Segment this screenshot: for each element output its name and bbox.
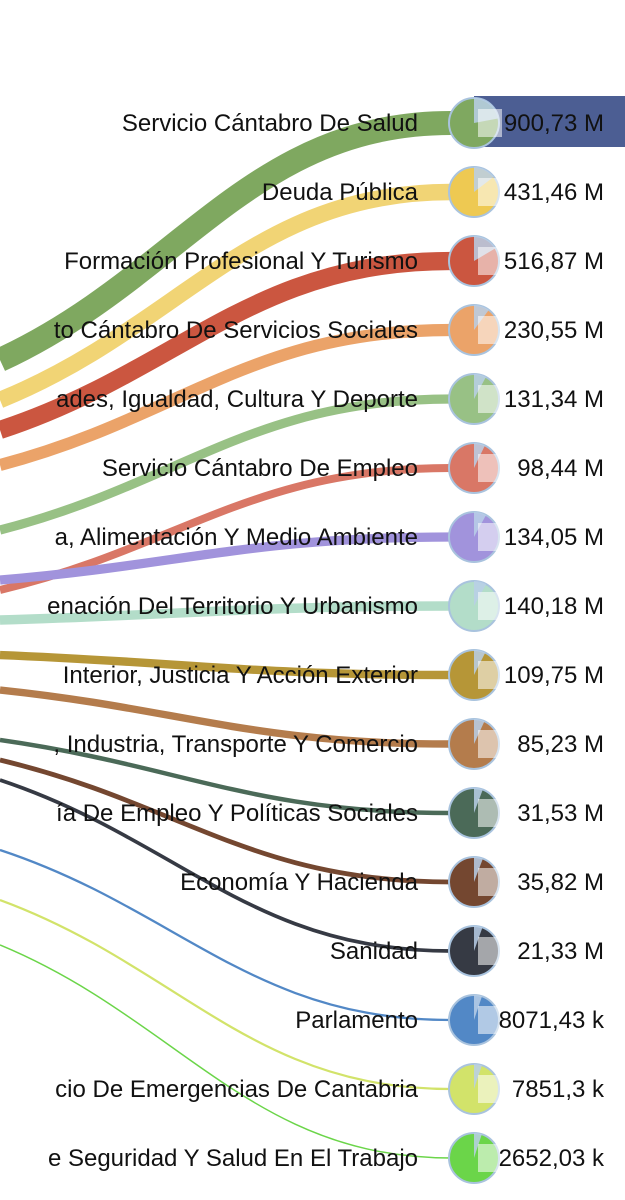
node-7[interactable]: 134,05 M a, Alimentación Y Medio Ambiente <box>55 511 604 563</box>
value-label-backing <box>478 385 502 413</box>
link-13 <box>0 778 452 953</box>
value-label-backing <box>478 592 502 620</box>
node-12[interactable]: 35,82 M Economía Y Hacienda <box>180 856 604 908</box>
node-label: Formación Profesional Y Turismo <box>64 248 418 275</box>
node-pie-slice <box>474 1133 482 1158</box>
node-label: cio De Emergencias De Cantabria <box>55 1076 418 1103</box>
node-label: Deuda Pública <box>262 179 419 206</box>
node-value: 21,33 M <box>517 938 604 965</box>
value-label-backing <box>478 799 502 827</box>
link-15 <box>0 898 452 1091</box>
value-label-backing <box>478 316 502 344</box>
outgoing-flow-servicio-cantabro-de-salud <box>474 96 625 147</box>
node-label: to Cántabro De Servicios Sociales <box>54 317 418 344</box>
node-value: 7851,3 k <box>512 1076 605 1103</box>
link-8 <box>0 601 452 625</box>
node-pie-slice <box>474 995 482 1020</box>
node-1[interactable]: 900,73 M Servicio Cántabro De Salud <box>122 97 604 149</box>
node-11[interactable]: 31,53 M ía De Empleo Y Políticas Sociales <box>56 787 604 839</box>
link-2 <box>0 183 452 408</box>
node-label: Economía Y Hacienda <box>180 869 419 896</box>
node-group: 900,73 M Servicio Cántabro De Salud 431,46… <box>47 97 605 1184</box>
link-5 <box>0 394 452 535</box>
link-16 <box>0 944 452 1159</box>
node-label: e Seguridad Y Salud En El Trabajo <box>48 1145 418 1172</box>
node-label: ades, Igualdad, Cultura Y Deporte <box>56 386 418 413</box>
value-label-backing <box>478 178 502 206</box>
node-value: 900,73 M <box>504 110 604 137</box>
node-13[interactable]: 21,33 M Sanidad <box>330 925 604 977</box>
node-2[interactable]: 431,46 M Deuda Pública <box>262 166 604 218</box>
node-value: 131,34 M <box>504 386 604 413</box>
node-label: ía De Empleo Y Políticas Sociales <box>56 800 418 827</box>
node-label: , Industria, Transporte Y Comercio <box>53 731 418 758</box>
link-1 <box>0 111 452 371</box>
node-value: 31,53 M <box>517 800 604 827</box>
value-label-backing <box>478 523 502 551</box>
link-11 <box>0 737 452 816</box>
node-label: Sanidad <box>330 938 418 965</box>
link-10 <box>0 686 452 748</box>
node-value: 35,82 M <box>517 869 604 896</box>
value-label-backing <box>478 730 502 758</box>
node-label: a, Alimentación Y Medio Ambiente <box>55 524 418 551</box>
link-9 <box>0 650 452 680</box>
node-label: Interior, Justicia Y Acción Exterior <box>63 662 418 689</box>
node-value: 8071,43 k <box>499 1007 605 1034</box>
node-label: Servicio Cántabro De Empleo <box>102 455 418 482</box>
link-group <box>0 96 625 1159</box>
node-label: Servicio Cántabro De Salud <box>122 110 418 137</box>
node-value: 98,44 M <box>517 455 604 482</box>
node-3[interactable]: 516,87 M Formación Profesional Y Turismo <box>64 235 604 287</box>
node-label: Parlamento <box>295 1007 418 1034</box>
node-value: 2652,03 k <box>499 1145 605 1172</box>
value-label-backing <box>478 1006 502 1034</box>
node-value: 109,75 M <box>504 662 604 689</box>
node-9[interactable]: 109,75 M Interior, Justicia Y Acción Exte… <box>63 649 604 701</box>
value-label-backing <box>478 247 502 275</box>
link-12 <box>0 757 452 885</box>
node-value: 134,05 M <box>504 524 604 551</box>
value-label-backing <box>478 1075 502 1103</box>
link-7 <box>0 532 452 585</box>
node-8[interactable]: 140,18 M enación Del Territorio Y Urbanis… <box>47 580 604 632</box>
node-6[interactable]: 98,44 M Servicio Cántabro De Empleo <box>102 442 604 494</box>
node-14[interactable]: 8071,43 k Parlamento <box>295 994 605 1046</box>
node-10[interactable]: 85,23 M , Industria, Transporte Y Comerci… <box>53 718 604 770</box>
value-label-backing <box>478 454 502 482</box>
node-5[interactable]: 131,34 M ades, Igualdad, Cultura Y Deport… <box>56 373 604 425</box>
node-value: 230,55 M <box>504 317 604 344</box>
node-pie-slice <box>474 1064 482 1089</box>
node-16[interactable]: 2652,03 k e Seguridad Y Salud En El Traba… <box>48 1132 605 1184</box>
node-4[interactable]: 230,55 M to Cántabro De Servicios Sociale… <box>54 304 604 356</box>
node-value: 431,46 M <box>504 179 604 206</box>
link-4 <box>0 323 452 471</box>
link-3 <box>0 251 452 439</box>
link-14 <box>0 848 452 1022</box>
node-label: enación Del Territorio Y Urbanismo <box>47 593 418 620</box>
value-label-backing <box>478 937 502 965</box>
value-label-backing <box>478 1144 502 1172</box>
node-value: 85,23 M <box>517 731 604 758</box>
value-label-backing <box>478 868 502 896</box>
node-value: 140,18 M <box>504 593 604 620</box>
value-label-backing <box>478 109 502 137</box>
node-value: 516,87 M <box>504 248 604 275</box>
node-15[interactable]: 7851,3 k cio De Emergencias De Cantabria <box>55 1063 605 1115</box>
value-label-backing <box>478 661 502 689</box>
